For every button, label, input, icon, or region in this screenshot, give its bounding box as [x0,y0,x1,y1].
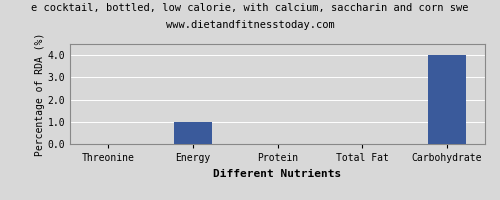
Bar [428,55,466,144]
Text: www.dietandfitnesstoday.com: www.dietandfitnesstoday.com [166,20,334,30]
Bar [174,122,212,144]
Y-axis label: Percentage of RDA (%): Percentage of RDA (%) [34,32,44,156]
X-axis label: Different Nutrients: Different Nutrients [214,169,342,179]
Text: e cocktail, bottled, low calorie, with calcium, saccharin and corn swe: e cocktail, bottled, low calorie, with c… [31,3,469,13]
